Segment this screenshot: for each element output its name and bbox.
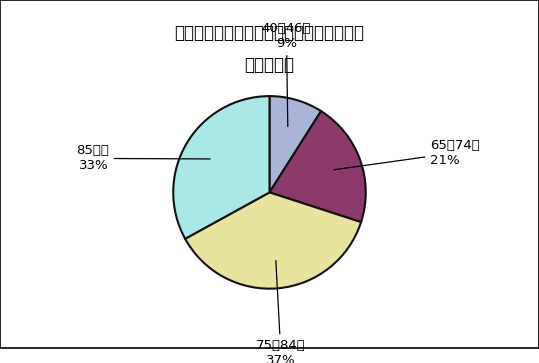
Text: 訪問・介護予防訪問リハビリテーションの: 訪問・介護予防訪問リハビリテーションの [175,24,364,42]
Wedge shape [185,192,361,289]
Text: 利用者割合: 利用者割合 [245,56,294,74]
Text: 85歳〜
33%: 85歳〜 33% [76,144,210,172]
Text: 65〜74歳
21%: 65〜74歳 21% [334,139,480,170]
Text: 40〜46歳
9%: 40〜46歳 9% [262,22,311,127]
Text: 75〜84歳
37%: 75〜84歳 37% [256,261,306,363]
Wedge shape [270,96,321,192]
Wedge shape [270,111,366,222]
Wedge shape [173,96,270,239]
